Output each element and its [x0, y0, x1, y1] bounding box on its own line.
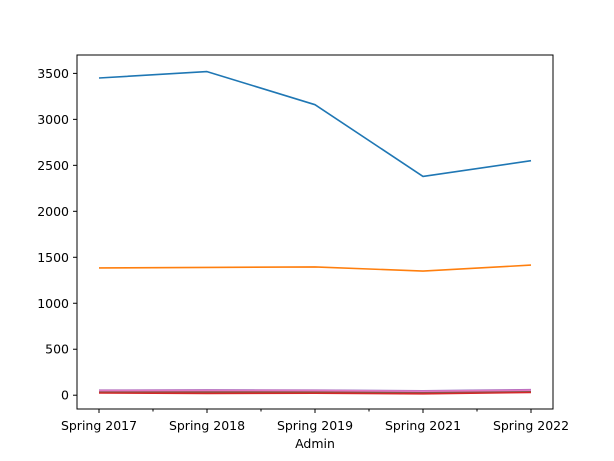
y-tick-label: 3000 [37, 112, 69, 127]
y-tick-label: 3500 [37, 66, 69, 81]
y-tick-label: 1500 [37, 250, 69, 265]
x-axis-label: Admin [295, 436, 335, 451]
y-tick-label: 2500 [37, 158, 69, 173]
y-axis: 0 500 1000 1500 2000 2500 3000 3500 [37, 66, 77, 403]
series-line-6 [98, 390, 532, 394]
y-tick-label: 0 [61, 388, 69, 403]
x-tick-label: Spring 2022 [493, 418, 569, 433]
x-tick-label: Spring 2018 [169, 418, 245, 433]
series-layer [98, 70, 532, 395]
y-tick-label: 2000 [37, 204, 69, 219]
series-line-7 [98, 389, 532, 393]
series-line-1 [98, 70, 532, 178]
x-tick-label: Spring 2019 [277, 418, 353, 433]
plot-frame [76, 54, 554, 410]
y-tick-label: 500 [45, 342, 69, 357]
series-line-2 [98, 264, 532, 272]
x-tick-label: Spring 2021 [385, 418, 461, 433]
x-tick-label: Spring 2017 [61, 418, 137, 433]
x-axis: Spring 2017 Spring 2018 Spring 2019 Spring … [61, 409, 569, 433]
y-tick-label: 1000 [37, 296, 69, 311]
series-line-4 [98, 391, 532, 395]
